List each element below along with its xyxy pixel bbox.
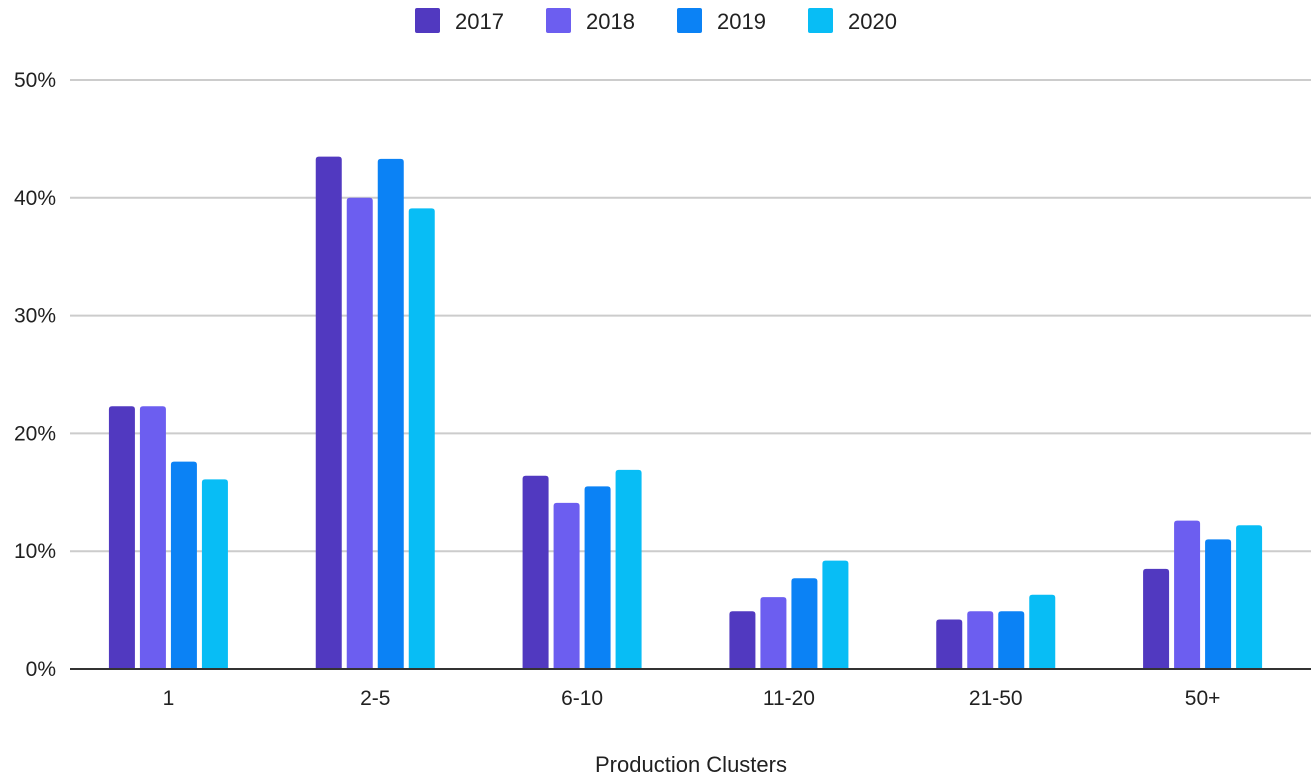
bar-2019-6-10	[584, 486, 611, 669]
gridlines	[70, 79, 1311, 553]
bars	[108, 156, 1263, 670]
bar-2017-50+	[1143, 568, 1170, 669]
bar-2017-11-20	[729, 611, 756, 669]
legend-swatch-2018	[546, 8, 571, 33]
x-axis-title: Production Clusters	[595, 752, 787, 777]
bar-2018-1	[139, 406, 166, 669]
y-tick-label: 10%	[14, 540, 56, 563]
x-tick-label: 21-50	[969, 687, 1023, 710]
bar-2019-11-20	[791, 578, 818, 669]
legend: 2017 2018 2019 2020	[415, 8, 897, 34]
y-tick-label: 30%	[14, 305, 56, 328]
bar-2019-2-5	[377, 158, 404, 669]
y-tick-label: 50%	[14, 69, 56, 92]
legend-swatch-2020	[808, 8, 833, 33]
y-axis-tick-labels: 0% 10% 20% 30% 40% 50%	[14, 69, 56, 681]
bar-2017-21-50	[936, 619, 963, 669]
x-tick-label: 50+	[1185, 687, 1221, 710]
x-tick-label: 1	[163, 687, 175, 710]
y-tick-label: 20%	[14, 422, 56, 445]
bar-2018-50+	[1174, 520, 1201, 669]
bar-2019-50+	[1205, 539, 1232, 669]
bar-2018-2-5	[346, 197, 373, 670]
bar-2017-2-5	[315, 156, 342, 669]
legend-label: 2020	[848, 9, 897, 34]
x-tick-label: 6-10	[561, 687, 603, 710]
bar-2019-1	[170, 461, 197, 669]
bar-2017-1	[108, 406, 135, 669]
bar-2020-50+	[1236, 525, 1263, 669]
bar-2019-21-50	[998, 611, 1025, 669]
bar-2020-1	[201, 479, 228, 669]
bar-2020-11-20	[822, 560, 849, 669]
legend-swatch-2019	[677, 8, 702, 33]
legend-label: 2017	[455, 9, 504, 34]
legend-label: 2018	[586, 9, 635, 34]
bar-2018-11-20	[760, 597, 787, 669]
legend-label: 2019	[717, 9, 766, 34]
bar-2020-2-5	[408, 208, 435, 670]
bar-2020-21-50	[1029, 594, 1056, 669]
bar-2017-6-10	[522, 475, 549, 669]
x-tick-label: 11-20	[763, 687, 815, 710]
x-tick-label: 2-5	[360, 687, 390, 710]
y-tick-label: 0%	[26, 658, 56, 681]
bar-2018-6-10	[553, 502, 580, 669]
bar-2018-21-50	[967, 611, 994, 669]
x-axis-tick-labels: 1 2-5 6-10 11-20 21-50 50+	[163, 687, 1221, 710]
y-tick-label: 40%	[14, 187, 56, 210]
bar-2020-6-10	[615, 469, 642, 669]
legend-swatch-2017	[415, 8, 440, 33]
